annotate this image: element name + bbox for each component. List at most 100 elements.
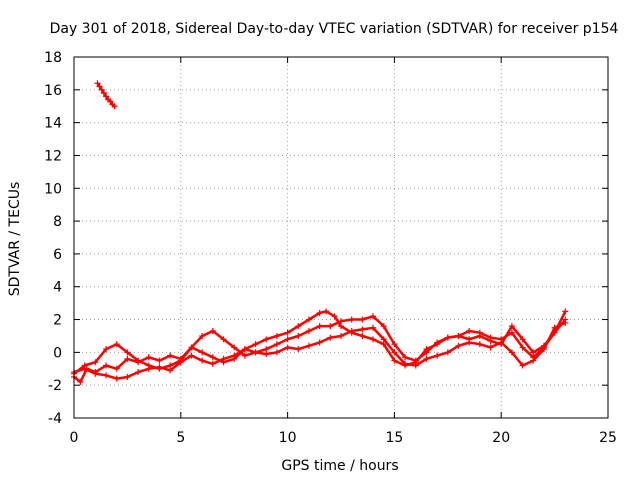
data-point: [519, 344, 526, 351]
data-point: [540, 346, 547, 353]
data-point: [476, 329, 483, 336]
data-point: [94, 80, 101, 87]
data-point: [252, 341, 259, 348]
data-point: [519, 362, 526, 369]
data-point: [412, 362, 419, 369]
data-point: [338, 332, 344, 339]
data-point: [434, 352, 441, 359]
data-point: [295, 332, 302, 339]
data-point: [466, 339, 473, 346]
data-point: [273, 341, 280, 348]
data-point: [331, 313, 338, 320]
data-point: [380, 336, 387, 343]
data-point: [284, 336, 291, 343]
y-tick-label: 16: [44, 83, 62, 99]
data-point: [562, 319, 569, 326]
data-point: [231, 344, 238, 351]
data-point: [199, 332, 206, 339]
data-point: [156, 364, 163, 371]
x-tick-label: 5: [176, 430, 185, 446]
data-point: [455, 332, 462, 339]
y-tick-label: 8: [53, 214, 62, 230]
data-point: [252, 349, 259, 356]
data-point: [348, 328, 355, 335]
y-axis-label: SDTVAR / TECUs: [7, 182, 23, 297]
data-point: [263, 336, 270, 343]
y-tick-label: 4: [53, 280, 62, 296]
data-point: [241, 352, 248, 359]
y-tick-label: 12: [44, 148, 62, 164]
data-point: [359, 316, 366, 323]
data-point: [370, 324, 377, 331]
y-tick-label: 10: [44, 181, 62, 197]
data-point: [103, 372, 110, 379]
data-point: [156, 357, 163, 364]
data-point: [305, 342, 312, 349]
data-point: [487, 344, 494, 351]
data-point: [284, 344, 291, 351]
data-point: [530, 357, 537, 364]
data-point: [145, 365, 152, 372]
data-point: [135, 357, 142, 364]
data-point: [188, 352, 195, 359]
data-point: [498, 339, 505, 346]
y-tick-label: -2: [48, 378, 62, 394]
data-point: [551, 324, 558, 331]
data-point: [327, 323, 334, 330]
data-point: [199, 349, 206, 356]
data-point: [316, 339, 323, 346]
data-point: [103, 362, 110, 369]
data-point: [77, 378, 84, 385]
data-point: [476, 341, 483, 348]
chart-title: Day 301 of 2018, Sidereal Day-to-day VTE…: [50, 21, 619, 37]
data-point: [111, 103, 118, 110]
y-tick-label: 0: [53, 345, 62, 361]
data-point: [327, 334, 334, 341]
data-point: [305, 328, 312, 335]
data-point: [391, 357, 398, 364]
data-point: [370, 336, 377, 343]
y-tick-label: 2: [53, 313, 62, 329]
data-point: [124, 349, 131, 356]
data-point: [188, 344, 195, 351]
data-point: [199, 357, 206, 364]
y-tick-label: 6: [53, 247, 62, 263]
data-point: [487, 334, 494, 341]
data-point: [209, 354, 216, 361]
data-point: [113, 375, 120, 382]
data-point: [402, 360, 409, 367]
x-tick-label: 20: [492, 430, 510, 446]
data-point: [295, 323, 302, 330]
data-point: [220, 336, 227, 343]
data-point: [380, 323, 387, 330]
data-point: [444, 349, 451, 356]
data-point: [423, 349, 430, 356]
data-point: [508, 329, 515, 336]
data-point: [98, 86, 105, 93]
data-point: [466, 328, 473, 335]
x-tick-label: 25: [599, 430, 617, 446]
data-point: [145, 354, 152, 361]
data-point: [391, 349, 398, 356]
data-point: [444, 334, 451, 341]
y-tick-label: 14: [44, 116, 62, 132]
data-point: [113, 365, 120, 372]
data-point: [92, 370, 99, 377]
data-point: [96, 83, 103, 90]
y-tick-label: 18: [44, 50, 62, 66]
x-axis-label: GPS time / hours: [281, 458, 398, 474]
data-point: [103, 93, 110, 100]
data-point: [284, 329, 291, 336]
data-point: [359, 332, 366, 339]
data-point: [241, 346, 248, 353]
data-point: [107, 98, 114, 105]
x-tick-label: 15: [385, 430, 403, 446]
data-point: [124, 355, 131, 362]
data-point: [423, 355, 430, 362]
data-point: [316, 323, 323, 330]
grid: [74, 57, 608, 418]
data-point: [167, 352, 174, 359]
data-point: [209, 328, 216, 335]
data-point: [455, 342, 462, 349]
